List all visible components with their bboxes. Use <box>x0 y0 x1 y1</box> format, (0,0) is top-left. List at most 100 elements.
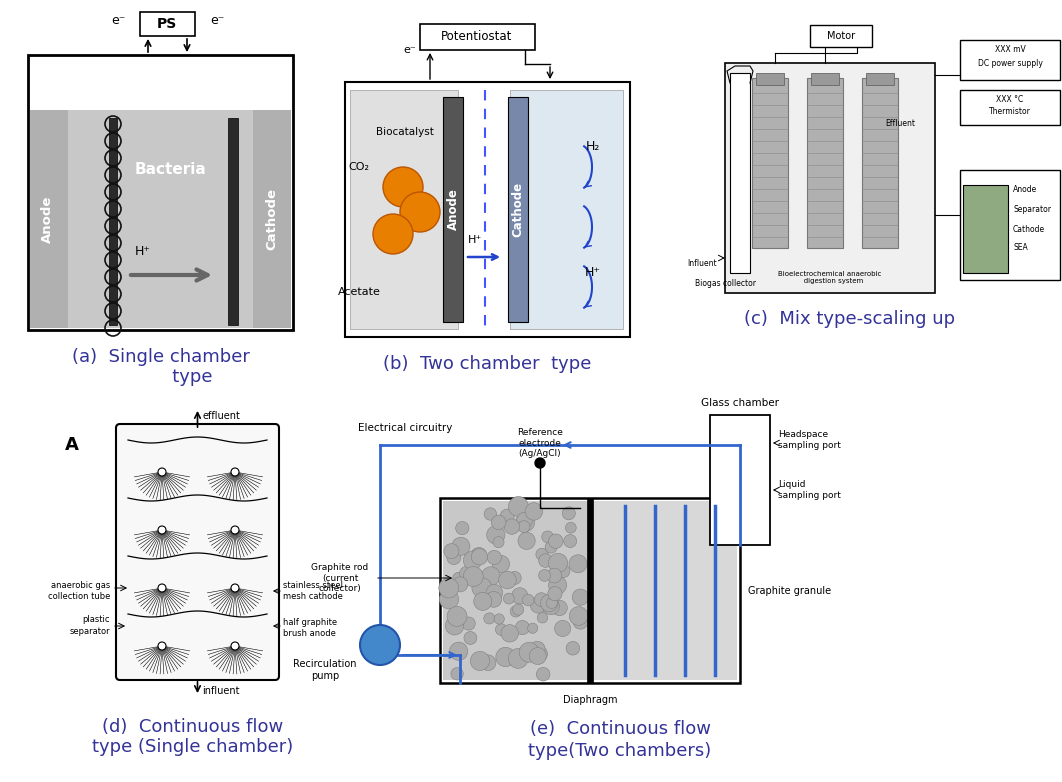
Text: type (Single chamber): type (Single chamber) <box>92 738 293 756</box>
Text: (d)  Continuous flow: (d) Continuous flow <box>102 718 284 736</box>
Text: Biogas collector: Biogas collector <box>695 278 756 288</box>
Text: Recirculation
pump: Recirculation pump <box>293 659 357 681</box>
Bar <box>807 78 843 248</box>
Circle shape <box>566 641 580 655</box>
Bar <box>350 90 458 329</box>
Text: Bioelectrochemical anaerobic
   digestion system: Bioelectrochemical anaerobic digestion s… <box>778 271 881 285</box>
Text: Anode: Anode <box>1013 185 1038 194</box>
Circle shape <box>400 192 440 232</box>
Bar <box>440 498 740 683</box>
Circle shape <box>529 647 546 665</box>
Circle shape <box>158 526 166 534</box>
Circle shape <box>486 584 502 601</box>
Bar <box>810 25 872 47</box>
Text: stainless steel
mesh cathode: stainless steel mesh cathode <box>282 581 343 601</box>
Bar <box>345 82 630 337</box>
Text: type(Two chambers): type(Two chambers) <box>529 742 712 760</box>
Text: e⁻: e⁻ <box>404 45 416 55</box>
Circle shape <box>485 591 501 608</box>
Circle shape <box>373 214 413 254</box>
Circle shape <box>474 592 492 611</box>
Circle shape <box>158 584 166 592</box>
Circle shape <box>232 526 239 534</box>
Bar <box>443 97 463 322</box>
Circle shape <box>447 606 467 626</box>
Circle shape <box>530 641 545 657</box>
Bar <box>28 55 293 330</box>
Circle shape <box>509 497 529 516</box>
Bar <box>862 78 898 248</box>
Text: anaerobic gas
collection tube: anaerobic gas collection tube <box>48 581 110 601</box>
Circle shape <box>451 537 470 555</box>
Bar <box>866 73 894 85</box>
Text: Biocatalyst: Biocatalyst <box>376 127 434 137</box>
Circle shape <box>493 555 510 572</box>
Circle shape <box>538 554 552 568</box>
Circle shape <box>481 567 500 586</box>
Circle shape <box>548 586 562 601</box>
Bar <box>963 185 1008 273</box>
Circle shape <box>462 617 476 630</box>
Bar <box>710 415 770 545</box>
Circle shape <box>546 597 558 608</box>
Text: SEA: SEA <box>1013 243 1028 252</box>
Text: Separator: Separator <box>1013 205 1051 214</box>
Bar <box>253 110 291 328</box>
Circle shape <box>463 567 483 586</box>
Circle shape <box>516 513 534 532</box>
Circle shape <box>565 522 577 533</box>
Text: H⁺: H⁺ <box>585 266 601 278</box>
Bar <box>419 24 535 50</box>
Circle shape <box>541 594 559 612</box>
Text: XXX °C: XXX °C <box>996 95 1024 105</box>
Circle shape <box>496 624 507 635</box>
Circle shape <box>519 643 539 662</box>
Circle shape <box>513 604 524 615</box>
Text: XXX mV: XXX mV <box>995 45 1026 55</box>
Text: H₂: H₂ <box>586 141 600 153</box>
Circle shape <box>530 597 547 613</box>
Circle shape <box>536 548 548 561</box>
Circle shape <box>463 551 482 569</box>
Circle shape <box>444 543 459 558</box>
Circle shape <box>499 571 516 589</box>
Circle shape <box>512 588 528 604</box>
Text: Acetate: Acetate <box>338 287 380 297</box>
Circle shape <box>462 567 475 579</box>
Circle shape <box>480 655 496 671</box>
Circle shape <box>451 668 463 680</box>
Circle shape <box>510 606 521 617</box>
Circle shape <box>452 577 468 592</box>
Circle shape <box>503 593 514 604</box>
Circle shape <box>504 519 519 534</box>
Circle shape <box>552 601 567 615</box>
Circle shape <box>484 613 495 624</box>
Circle shape <box>534 643 545 654</box>
Circle shape <box>549 576 567 594</box>
Circle shape <box>447 551 461 565</box>
Text: H⁺: H⁺ <box>468 235 482 245</box>
Circle shape <box>562 507 576 520</box>
Text: (c)  Mix type-scaling up: (c) Mix type-scaling up <box>744 310 956 328</box>
Text: Cathode: Cathode <box>1013 225 1045 234</box>
Bar <box>960 40 1060 80</box>
Circle shape <box>492 515 506 529</box>
Text: (e)  Continuous flow: (e) Continuous flow <box>530 720 710 738</box>
Circle shape <box>538 569 550 581</box>
Circle shape <box>472 578 492 597</box>
Text: Effluent: Effluent <box>885 119 915 127</box>
Text: separator: separator <box>69 626 110 636</box>
Bar <box>109 118 117 325</box>
Circle shape <box>549 534 563 548</box>
Bar <box>752 78 788 248</box>
Text: Cathode: Cathode <box>266 188 278 250</box>
Circle shape <box>573 615 587 630</box>
Circle shape <box>569 554 587 572</box>
Text: Glass chamber: Glass chamber <box>701 398 780 408</box>
Text: Influent: Influent <box>687 259 717 267</box>
Circle shape <box>547 569 562 583</box>
Bar <box>140 12 195 36</box>
Text: H⁺: H⁺ <box>135 245 151 258</box>
Circle shape <box>501 625 518 642</box>
Bar <box>960 170 1060 280</box>
